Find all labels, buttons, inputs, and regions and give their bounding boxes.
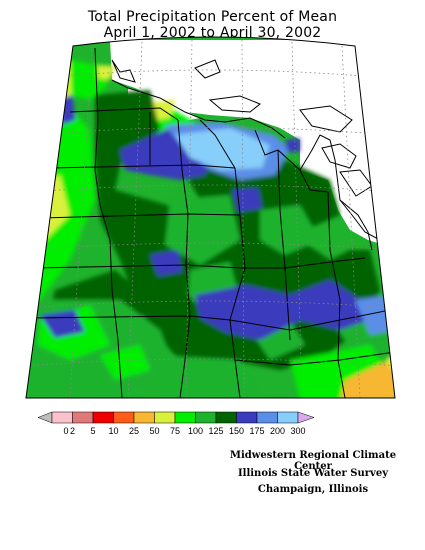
legend-tick-label: 25 <box>129 426 139 436</box>
map-date-range: April 1, 2002 to April 30, 2002 <box>103 25 322 41</box>
legend-swatch <box>154 411 176 424</box>
legend-tick-label: 125 <box>208 426 223 436</box>
credit-line-1: Midwestern Regional Climate Center <box>229 450 397 472</box>
legend-swatch <box>215 411 237 424</box>
legend-tick-label: 10 <box>108 426 118 436</box>
legend-tick-label: 300 <box>290 426 305 436</box>
legend-tick-label: 100 <box>188 426 203 436</box>
legend-tick-label: 75 <box>170 426 180 436</box>
legend-swatch <box>174 411 196 424</box>
legend-swatch <box>195 411 217 424</box>
legend-tick-label: 50 <box>149 426 159 436</box>
legend-swatch <box>236 411 258 424</box>
legend-swatch <box>277 411 299 424</box>
map-title: Total Precipitation Percent of Mean <box>87 9 338 25</box>
credit-line-2: Illinois State Water Survey <box>237 468 389 479</box>
color-legend: 0 2 5 10 25 50 75 100 125 150 175 200 300 <box>37 411 315 436</box>
precipitation-field <box>26 37 395 398</box>
legend-tick-label: 150 <box>229 426 244 436</box>
legend-swatch <box>256 411 278 424</box>
legend-tick-label: 175 <box>249 426 264 436</box>
legend-tick-label: 200 <box>270 426 285 436</box>
legend-swatch-above <box>297 411 315 424</box>
legend-tick-label: 2 <box>70 426 75 436</box>
legend-swatch <box>51 411 73 424</box>
legend-swatch <box>133 411 155 424</box>
credit-line-3: Champaign, Illinois <box>257 484 369 495</box>
legend-swatch <box>113 411 135 424</box>
legend-tick-label: 5 <box>90 426 95 436</box>
legend-swatch <box>92 411 114 424</box>
legend-tick-label: 0 <box>63 426 68 436</box>
lat-lon-grid <box>26 39 395 398</box>
legend-swatch-below <box>37 411 53 424</box>
map-frame <box>25 36 396 399</box>
legend-swatch <box>72 411 94 424</box>
